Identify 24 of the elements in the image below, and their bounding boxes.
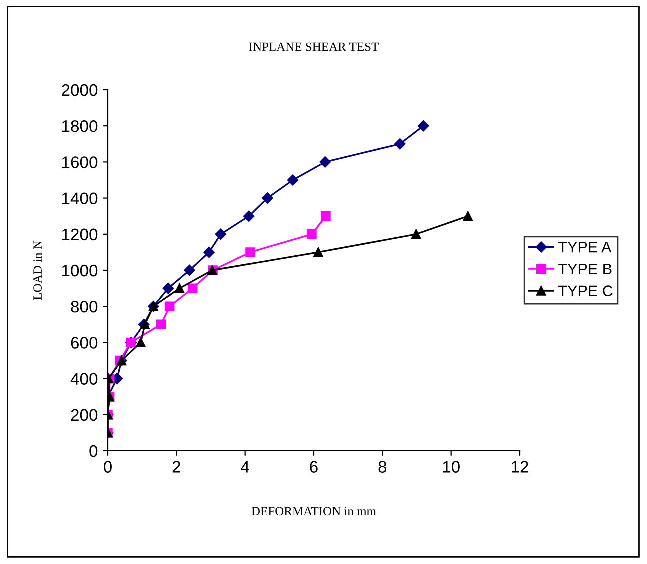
x-tick-label: 8 (378, 461, 387, 473)
legend-label: TYPE A (558, 242, 612, 253)
chart-title: INPLANE SHEAR TEST (249, 42, 379, 52)
x-axis-title: DEFORMATION in mm (252, 507, 376, 516)
x-tick-label: 0 (104, 461, 112, 473)
y-axis-title: LOAD in N (34, 240, 42, 300)
legend-label: TYPE C (558, 286, 613, 296)
x-tick-label: 12 (512, 461, 528, 473)
x-tick-label: 2 (172, 461, 180, 473)
y-tick-label: 2000 (62, 84, 98, 96)
y-tick-label: 800 (71, 301, 98, 313)
y-tick-label: 1200 (62, 228, 98, 241)
x-tick-label: 10 (443, 461, 460, 473)
y-tick-label: 600 (71, 337, 98, 349)
y-tick-label: 1600 (62, 156, 98, 168)
x-tick-label: 4 (241, 461, 250, 473)
legend-label: TYPE B (558, 264, 612, 274)
y-tick-label: 1000 (62, 264, 98, 277)
y-tick-label: 0 (90, 445, 98, 458)
x-tick-label: 6 (310, 461, 318, 473)
y-tick-label: 1400 (62, 192, 98, 205)
y-tick-label: 200 (71, 409, 98, 422)
y-tick-label: 400 (70, 373, 98, 386)
y-tick-label: 1800 (62, 120, 98, 132)
